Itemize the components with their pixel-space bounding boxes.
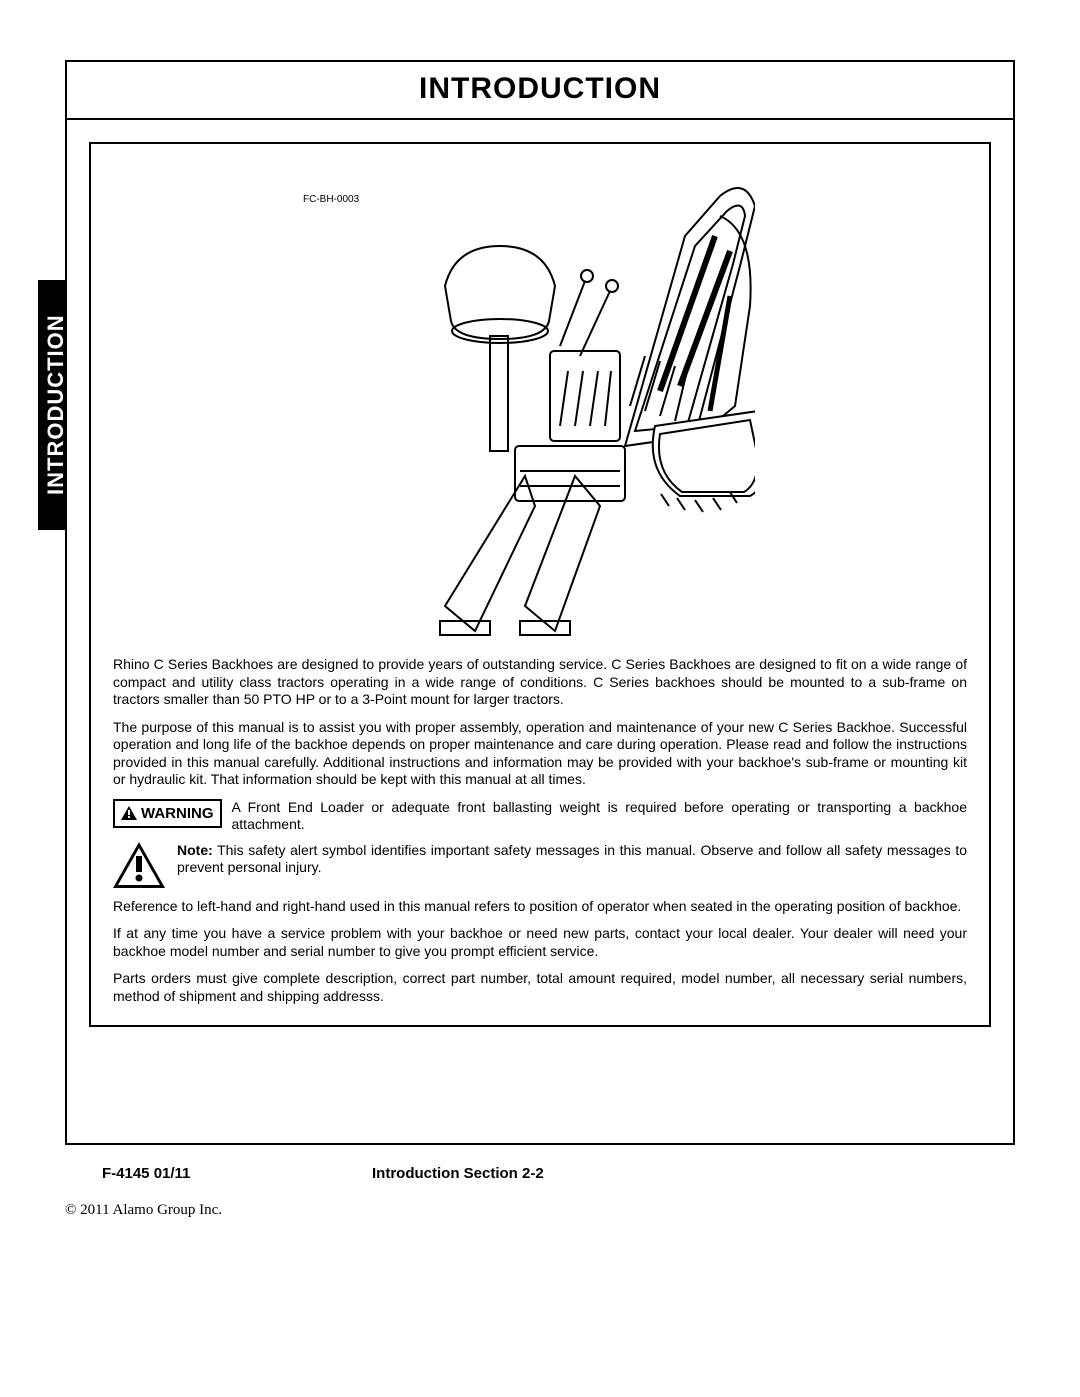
content-frame: FC-BH-0003 — [89, 142, 991, 1027]
intro-paragraph-1: Rhino C Series Backhoes are designed to … — [113, 656, 967, 709]
warning-text: A Front End Loader or adequate front bal… — [232, 799, 968, 834]
copyright-text: © 2011 Alamo Group Inc. — [65, 1202, 222, 1219]
alert-triangle-icon — [113, 842, 165, 888]
warning-label-text: WARNING — [141, 805, 214, 822]
note-block: Note: This safety alert symbol identifie… — [113, 842, 967, 888]
note-text: Note: This safety alert symbol identifie… — [177, 842, 967, 877]
intro-paragraph-2: The purpose of this manual is to assist … — [113, 719, 967, 789]
warning-triangle-icon — [121, 806, 137, 820]
intro-paragraph-5: Parts orders must give complete descript… — [113, 970, 967, 1005]
intro-paragraph-3: Reference to left-hand and right-hand us… — [113, 898, 967, 916]
warning-badge: WARNING — [113, 799, 222, 828]
warning-block: WARNING A Front End Loader or adequate f… — [113, 799, 967, 834]
note-label: Note: — [177, 842, 213, 858]
note-body: This safety alert symbol identifies impo… — [177, 842, 967, 876]
figure-label: FC-BH-0003 — [303, 194, 359, 205]
page-footer: F-4145 01/11 Introduction Section 2-2 — [102, 1165, 982, 1182]
page-border: INTRODUCTION FC-BH-0003 — [65, 60, 1015, 1145]
title-bar: INTRODUCTION — [67, 62, 1013, 120]
page-title: INTRODUCTION — [67, 72, 1013, 106]
figure-container: FC-BH-0003 — [113, 166, 967, 646]
intro-paragraph-4: If at any time you have a service proble… — [113, 925, 967, 960]
section-label: Introduction Section 2-2 — [362, 1165, 982, 1182]
backhoe-illustration — [325, 176, 755, 646]
doc-id: F-4145 01/11 — [102, 1165, 362, 1182]
body-text: Rhino C Series Backhoes are designed to … — [113, 656, 967, 1005]
